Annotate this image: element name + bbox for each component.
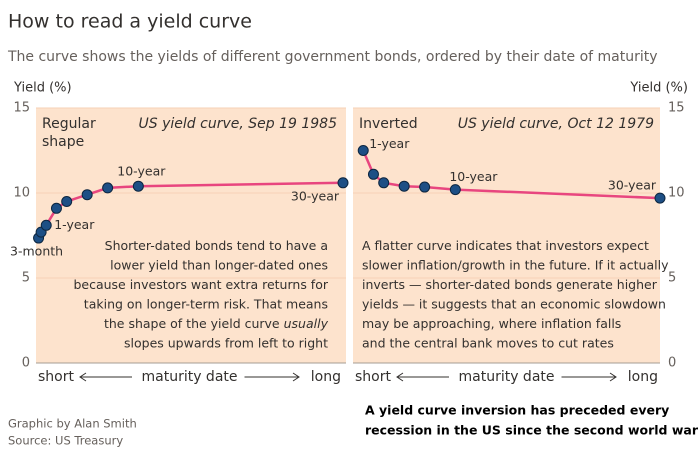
callout: recession in the US since the second wor…	[365, 423, 699, 438]
point	[50, 202, 62, 214]
x-axis-middle: maturity date	[458, 369, 554, 385]
note-text: because investors want extra returns for	[73, 277, 328, 292]
y-tick-label: 0	[668, 356, 676, 371]
point-label: 1-year	[369, 136, 410, 151]
note-text: and the central bank moves to cut rates	[362, 335, 614, 350]
y-tick-label: 15	[13, 101, 30, 116]
note-line: Shorter-dated bonds tend to have a	[105, 238, 328, 253]
y-tick-label: 0	[22, 356, 30, 371]
arrow-head	[396, 372, 404, 382]
arrow-head	[79, 372, 87, 382]
point-label: 30-year	[608, 178, 657, 193]
note-text: A flatter curve indicates that investors…	[362, 238, 649, 253]
note-line: yields — it suggests that an economic sl…	[362, 296, 666, 311]
x-axis-end: long	[628, 369, 658, 385]
note-line: because investors want extra returns for	[73, 277, 328, 292]
point	[102, 182, 114, 194]
point	[61, 196, 73, 207]
arrow-head	[292, 372, 300, 382]
note-emphasis: usually	[284, 316, 329, 331]
note-line: and the central bank moves to cut rates	[362, 335, 614, 350]
x-axis-end: long	[311, 369, 341, 385]
point	[132, 180, 144, 192]
point	[378, 177, 390, 189]
panel-title: US yield curve, Sep 19 1985	[139, 116, 338, 132]
point-label: 1-year	[54, 217, 95, 232]
y-tick-label: 15	[668, 101, 685, 116]
panel-bg	[353, 108, 660, 363]
x-axis-middle: maturity date	[141, 369, 237, 385]
callout: A yield curve inversion has preceded eve…	[365, 403, 669, 418]
point	[357, 145, 369, 156]
credit: Graphic by Alan Smith	[8, 417, 137, 431]
point-label: 30-year	[291, 188, 340, 203]
page-title: How to read a yield curve	[8, 11, 252, 33]
point	[654, 192, 666, 204]
y-tick-label: 5	[668, 271, 676, 286]
x-axis-start: short	[38, 369, 74, 385]
y-tick-label: 5	[22, 271, 30, 286]
note-text: Shorter-dated bonds tend to have a	[105, 238, 328, 253]
y-axis-label: Yield (%)	[13, 81, 72, 96]
y-axis-label: Yield (%)	[629, 81, 688, 96]
panel-bg	[36, 108, 346, 363]
point	[81, 189, 93, 201]
note-line: may be approaching, where inflation fall…	[362, 316, 621, 331]
source: Source: US Treasury	[8, 434, 123, 448]
point	[419, 181, 431, 193]
point	[449, 184, 461, 196]
point	[40, 219, 52, 231]
note-text: the shape of the yield curve	[104, 316, 280, 331]
note-line: inverts — shorter-dated bonds generate h…	[362, 277, 658, 292]
note-line: taking on longer-term risk. That means	[84, 296, 328, 311]
point	[337, 177, 349, 189]
point	[367, 168, 379, 180]
note-text: yields — it suggests that an economic sl…	[362, 296, 666, 311]
note-line: the shape of the yield curve usually	[104, 316, 329, 331]
note-text: slower inflation/growth in the future. I…	[362, 257, 669, 272]
note-text: may be approaching, where inflation fall…	[362, 316, 621, 331]
point	[398, 180, 410, 192]
y-tick-label: 10	[668, 186, 685, 201]
x-axis-start: short	[355, 369, 391, 385]
point-label: 10-year	[117, 164, 166, 179]
panel-label: shape	[42, 134, 84, 150]
note-text: lower yield than longer-dated ones	[110, 257, 328, 272]
note-text: slopes upwards from left to right	[124, 335, 328, 350]
panel-label: Regular	[42, 116, 96, 132]
point-label: 3-month	[10, 244, 63, 259]
point-label: 10-year	[449, 169, 498, 184]
note-line: slower inflation/growth in the future. I…	[362, 257, 669, 272]
subtitle: The curve shows the yields of different …	[7, 49, 658, 65]
note-text: taking on longer-term risk. That means	[84, 296, 328, 311]
y-tick-label: 10	[13, 186, 30, 201]
note-line: A flatter curve indicates that investors…	[362, 238, 649, 253]
arrow-head	[609, 372, 617, 382]
panel-label: Inverted	[359, 116, 418, 132]
note-line: slopes upwards from left to right	[124, 335, 328, 350]
note-line: lower yield than longer-dated ones	[110, 257, 328, 272]
note-text: inverts — shorter-dated bonds generate h…	[362, 277, 658, 292]
panel-title: US yield curve, Oct 12 1979	[458, 116, 654, 132]
